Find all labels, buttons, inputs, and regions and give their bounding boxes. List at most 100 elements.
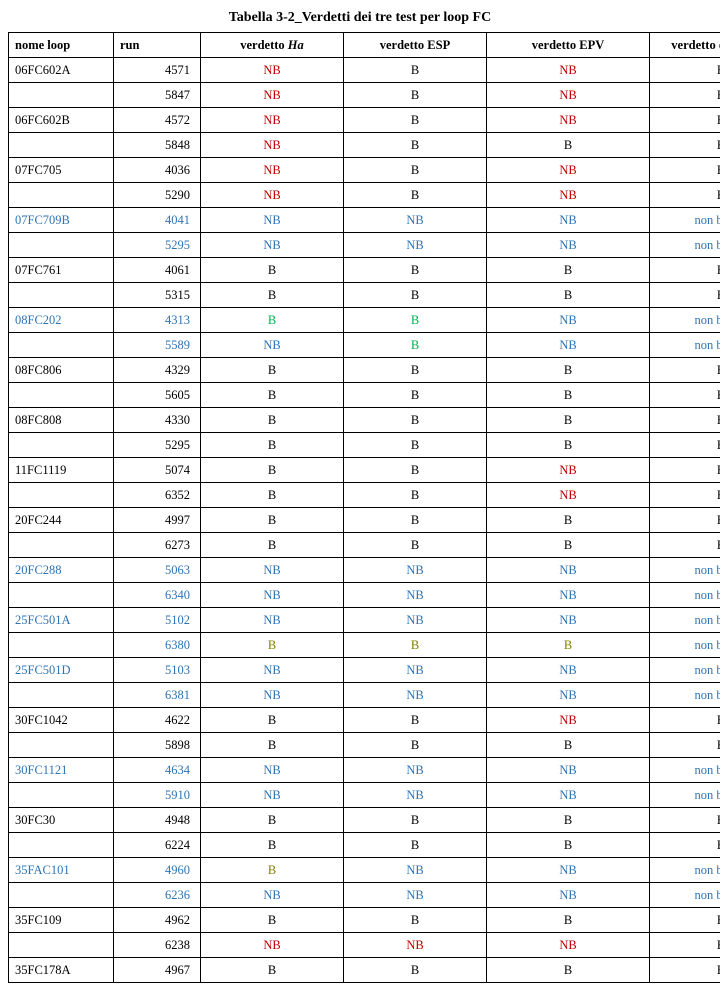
cell-ha: NB <box>201 933 344 958</box>
cell-esp: NB <box>344 558 487 583</box>
cell-ha: B <box>201 358 344 383</box>
cell-op: non buono <box>650 633 720 658</box>
cell-epv: NB <box>487 658 650 683</box>
cell-ha: B <box>201 508 344 533</box>
table-row: 07FC709B4041NBNBNBnon buono <box>9 208 720 233</box>
table-row: 20FC2885063NBNBNBnon buono <box>9 558 720 583</box>
cell-epv: NB <box>487 933 650 958</box>
cell-name: 35FC178A <box>9 958 114 983</box>
col-header-epv: verdetto EPV <box>487 33 650 58</box>
table-row: 08FC8064329BBBB <box>9 358 720 383</box>
cell-esp: NB <box>344 783 487 808</box>
cell-esp: NB <box>344 583 487 608</box>
cell-epv: B <box>487 283 650 308</box>
table-row: 6381NBNBNBnon buono <box>9 683 720 708</box>
cell-name: 07FC709B <box>9 208 114 233</box>
cell-esp: B <box>344 383 487 408</box>
cell-run: 5848 <box>114 133 201 158</box>
cell-name <box>9 133 114 158</box>
cell-name <box>9 783 114 808</box>
cell-run: 4572 <box>114 108 201 133</box>
table-row: 5315BBBB <box>9 283 720 308</box>
cell-epv: B <box>487 808 650 833</box>
cell-run: 4997 <box>114 508 201 533</box>
cell-run: 4948 <box>114 808 201 833</box>
cell-op: B <box>650 133 720 158</box>
cell-op: non buono <box>650 783 720 808</box>
cell-epv: NB <box>487 558 650 583</box>
cell-ha: NB <box>201 783 344 808</box>
cell-run: 4960 <box>114 858 201 883</box>
cell-op: B <box>650 958 720 983</box>
table-row: 30FC11214634NBNBNBnon buono <box>9 758 720 783</box>
cell-run: 6238 <box>114 933 201 958</box>
cell-op: non buono <box>650 758 720 783</box>
cell-esp: B <box>344 333 487 358</box>
cell-op: non buono <box>650 583 720 608</box>
cell-op: B <box>650 508 720 533</box>
cell-esp: NB <box>344 658 487 683</box>
table-row: 11FC11195074BBNBB <box>9 458 720 483</box>
cell-name <box>9 283 114 308</box>
cell-epv: B <box>487 633 650 658</box>
cell-ha: NB <box>201 208 344 233</box>
table-row: 35FAC1014960BNBNBnon buono <box>9 858 720 883</box>
cell-name: 08FC806 <box>9 358 114 383</box>
cell-name: 25FC501D <box>9 658 114 683</box>
cell-ha: NB <box>201 183 344 208</box>
cell-name: 20FC244 <box>9 508 114 533</box>
cell-epv: NB <box>487 458 650 483</box>
cell-run: 6273 <box>114 533 201 558</box>
cell-run: 4329 <box>114 358 201 383</box>
cell-name: 06FC602A <box>9 58 114 83</box>
cell-op: B <box>650 258 720 283</box>
cell-ha: NB <box>201 758 344 783</box>
cell-op: B <box>650 708 720 733</box>
cell-esp: NB <box>344 883 487 908</box>
cell-esp: B <box>344 433 487 458</box>
cell-ha: B <box>201 958 344 983</box>
cell-op: non buono <box>650 608 720 633</box>
cell-epv: B <box>487 533 650 558</box>
table-row: 5290NBBNBB <box>9 183 720 208</box>
cell-epv: NB <box>487 58 650 83</box>
cell-esp: B <box>344 808 487 833</box>
cell-name <box>9 683 114 708</box>
table-row: 6340NBNBNBnon buono <box>9 583 720 608</box>
cell-run: 5589 <box>114 333 201 358</box>
cell-name <box>9 83 114 108</box>
cell-run: 5605 <box>114 383 201 408</box>
cell-epv: NB <box>487 208 650 233</box>
cell-ha: NB <box>201 558 344 583</box>
cell-name <box>9 633 114 658</box>
table-row: 5295BBBB <box>9 433 720 458</box>
cell-esp: B <box>344 258 487 283</box>
cell-name <box>9 733 114 758</box>
cell-run: 4967 <box>114 958 201 983</box>
table-row: 25FC501A5102NBNBNBnon buono <box>9 608 720 633</box>
cell-run: 6352 <box>114 483 201 508</box>
cell-ha: B <box>201 708 344 733</box>
cell-esp: NB <box>344 683 487 708</box>
table-row: 6238NBNBNBB <box>9 933 720 958</box>
cell-name: 06FC602B <box>9 108 114 133</box>
cell-run: 6340 <box>114 583 201 608</box>
cell-ha: B <box>201 633 344 658</box>
cell-esp: B <box>344 308 487 333</box>
cell-epv: B <box>487 133 650 158</box>
table-row: 06FC602A4571NBBNBB <box>9 58 720 83</box>
cell-name <box>9 233 114 258</box>
cell-epv: NB <box>487 683 650 708</box>
cell-esp: B <box>344 508 487 533</box>
cell-ha: NB <box>201 583 344 608</box>
cell-esp: B <box>344 733 487 758</box>
verdicts-table: nome loop run verdetto Ha verdetto ESP v… <box>8 32 720 983</box>
cell-name: 30FC30 <box>9 808 114 833</box>
cell-esp: B <box>344 83 487 108</box>
cell-run: 5295 <box>114 433 201 458</box>
cell-epv: B <box>487 408 650 433</box>
cell-epv: B <box>487 383 650 408</box>
table-row: 5910NBNBNBnon buono <box>9 783 720 808</box>
cell-op: non buono <box>650 308 720 333</box>
cell-ha: B <box>201 533 344 558</box>
